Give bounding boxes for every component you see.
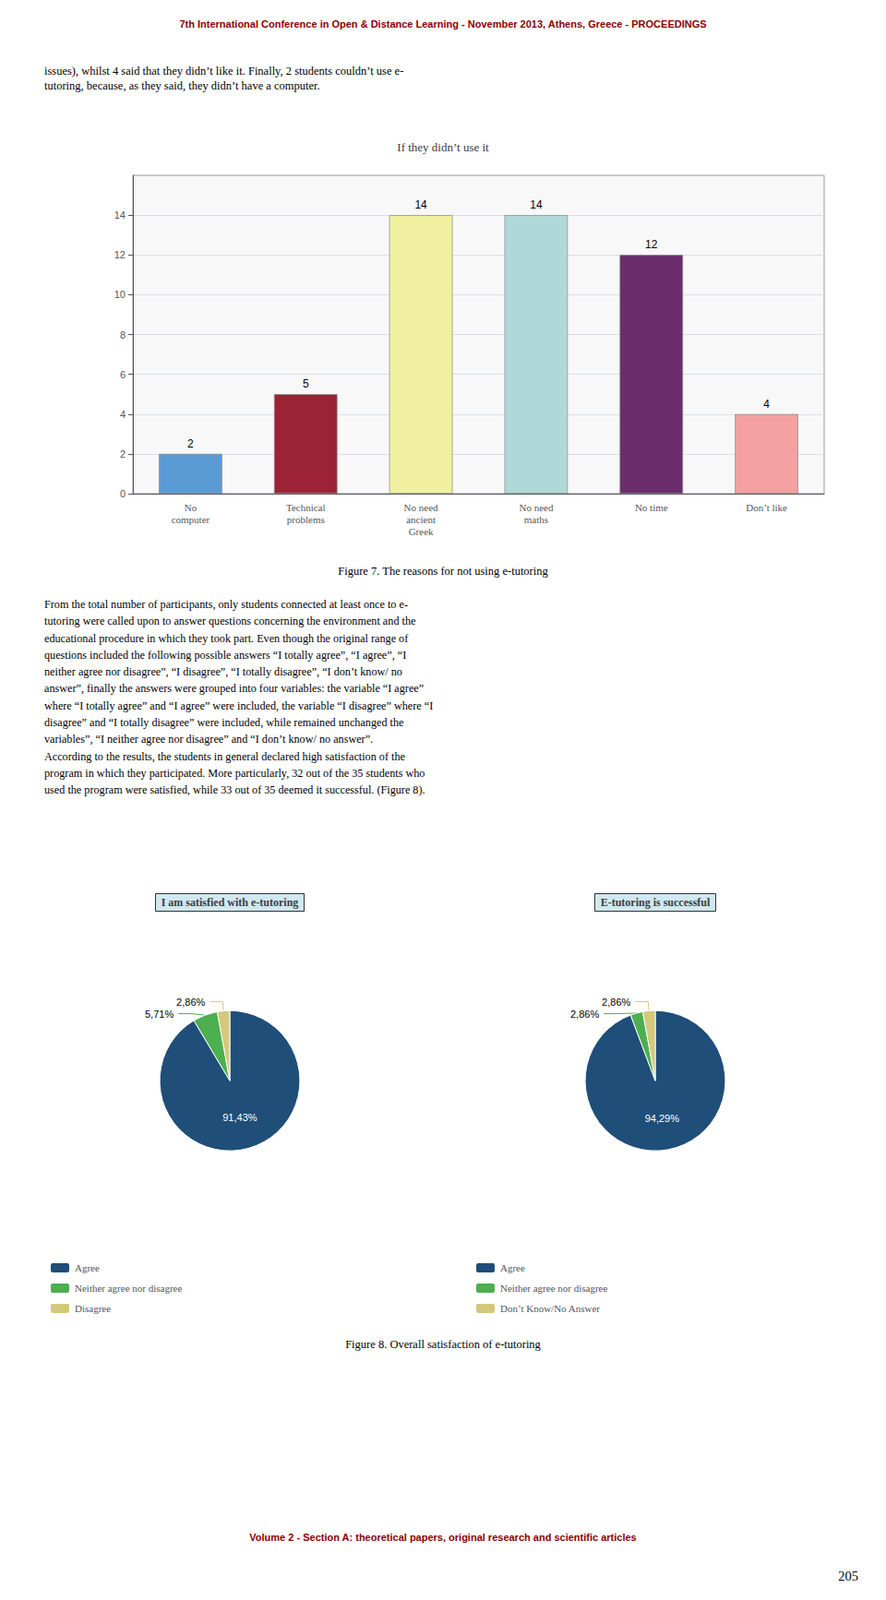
svg-text:2: 2 — [187, 437, 194, 451]
svg-text:2,86%: 2,86% — [570, 1008, 599, 1020]
svg-text:E-tutoring is successful: E-tutoring is successful — [600, 896, 711, 910]
svg-text:8: 8 — [119, 329, 126, 341]
svg-text:I am satisfied with e-tutoring: I am satisfied with e-tutoring — [161, 896, 300, 910]
svg-text:problems: problems — [287, 514, 325, 526]
html-text:Volume 2 - Section A: theoreti: Volume 2 - Section A: theoretical papers… — [249, 1532, 637, 1544]
svg-text:No need: No need — [518, 502, 553, 514]
svg-text:Don’t like: Don’t like — [745, 502, 788, 514]
html-text:Figure 7. The reasons for not: Figure 7. The reasons for not using e-tu… — [337, 564, 549, 578]
svg-text:Technical: Technical — [286, 502, 326, 514]
svg-text:0: 0 — [119, 488, 126, 500]
svg-text:2: 2 — [119, 448, 126, 460]
svg-text:12: 12 — [645, 238, 659, 252]
svg-text:No: No — [184, 502, 198, 514]
svg-text:Greek: Greek — [408, 526, 434, 538]
html-text:205: 205 — [838, 1568, 859, 1584]
svg-text:Agree: Agree — [500, 1262, 526, 1274]
svg-text:5,71%: 5,71% — [144, 1008, 174, 1020]
svg-text:14: 14 — [114, 209, 126, 221]
svg-text:5: 5 — [302, 377, 310, 391]
svg-text:12: 12 — [114, 249, 126, 261]
svg-text:Neither agree nor disagree: Neither agree nor disagree — [74, 1282, 182, 1294]
svg-text:10: 10 — [114, 288, 126, 300]
svg-text:2,86%: 2,86% — [176, 996, 205, 1008]
svg-text:Don’t Know/No Answer: Don’t Know/No Answer — [500, 1303, 600, 1315]
svg-text:No need: No need — [404, 502, 439, 514]
html-text:Figure 8. Overall satisfaction: Figure 8. Overall satisfaction of e-tuto… — [345, 1338, 541, 1352]
svg-text:Disagree: Disagree — [74, 1303, 111, 1315]
svg-text:94,29%: 94,29% — [645, 1113, 681, 1125]
svg-text:ancient: ancient — [406, 514, 436, 526]
svg-text:14: 14 — [414, 198, 428, 212]
svg-text:14: 14 — [529, 198, 543, 212]
svg-text:4: 4 — [763, 397, 770, 411]
html-text:7th International Conference i: 7th International Conference in Open & D… — [179, 18, 707, 30]
svg-text:Agree: Agree — [74, 1262, 100, 1274]
html-text:From the total number of parti: From the total number of participants, o… — [44, 598, 434, 797]
svg-text:No time: No time — [634, 502, 669, 514]
svg-text:computer: computer — [171, 514, 211, 526]
svg-text:maths: maths — [524, 514, 549, 526]
svg-text:2,86%: 2,86% — [601, 996, 631, 1008]
svg-text:4: 4 — [119, 408, 126, 420]
svg-text:91,43%: 91,43% — [222, 1112, 258, 1124]
svg-text:Neither agree nor disagree: Neither agree nor disagree — [500, 1282, 608, 1294]
svg-text:If they didn’t use it: If they didn’t use it — [396, 140, 490, 155]
svg-text:6: 6 — [119, 369, 126, 381]
html-text:issues), whilst 4 said that th: issues), whilst 4 said that they didn’t … — [44, 64, 404, 93]
